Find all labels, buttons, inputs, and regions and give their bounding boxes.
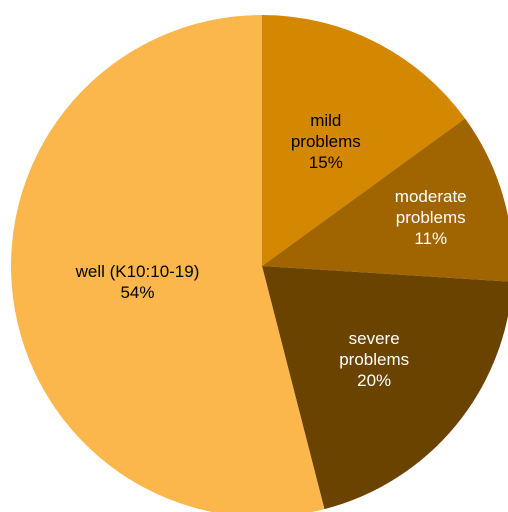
- slice-label-line: 15%: [309, 153, 343, 172]
- pie-slice-0: [262, 15, 466, 266]
- slice-label-line: problems: [339, 350, 409, 369]
- slice-label-line: 20%: [357, 371, 391, 390]
- pie-slice-3: [11, 15, 325, 512]
- pie-slice-1: [262, 118, 508, 282]
- slice-label-line: problems: [291, 132, 361, 151]
- slice-label-1: moderate problems 11%: [395, 187, 467, 248]
- slice-label-0: mild problems 15%: [291, 111, 361, 172]
- slice-label-3: well (K10:10-19) 54%: [75, 262, 200, 302]
- slice-label-line: mild: [310, 111, 341, 130]
- slice-label-line: problems: [396, 208, 466, 227]
- slice-label-2: severe problems 20%: [339, 329, 409, 390]
- pie-slice-2: [262, 266, 508, 510]
- slice-label-line: well (K10:10-19): [75, 262, 200, 281]
- pie-slices: [11, 15, 508, 512]
- slice-label-line: 54%: [120, 283, 154, 302]
- slice-label-line: severe: [349, 329, 400, 348]
- slice-label-line: moderate: [395, 187, 467, 206]
- pie-labels: mild problems 15% moderate problems 11% severe…: [75, 111, 467, 390]
- slice-label-line: 11%: [414, 229, 447, 248]
